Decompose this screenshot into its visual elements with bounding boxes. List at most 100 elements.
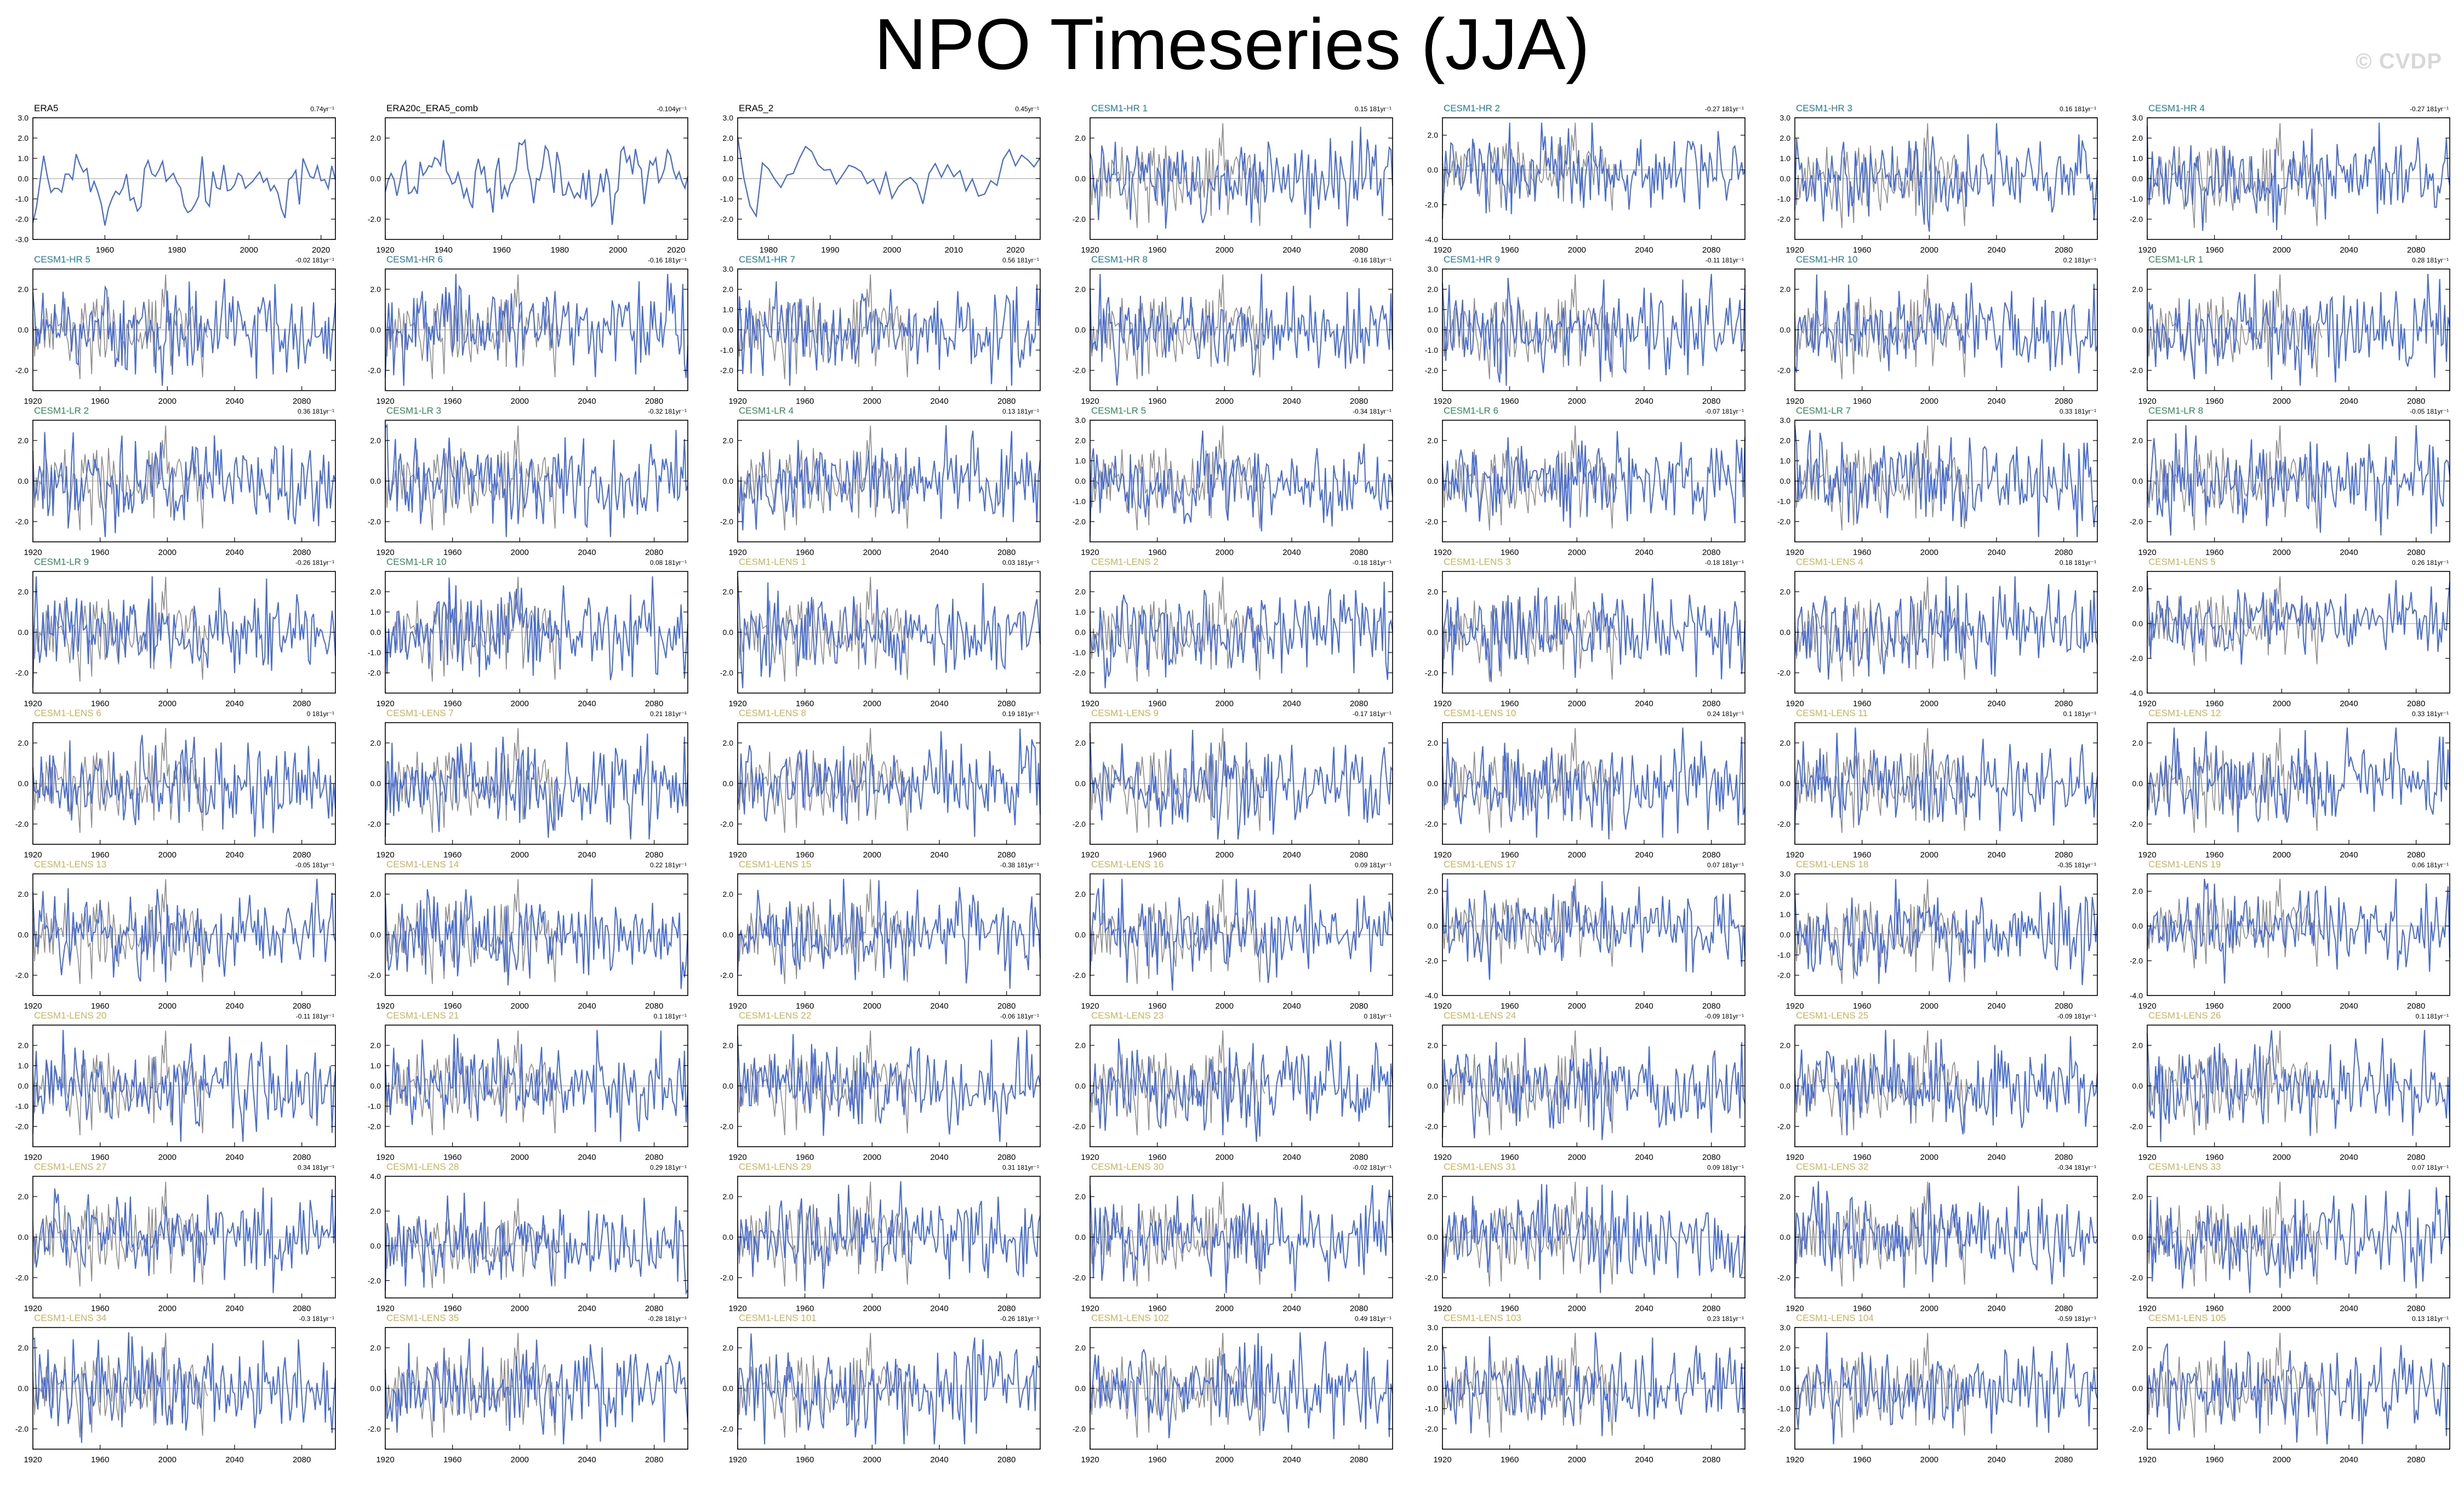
x-tick-label: 1920 [376,245,394,255]
x-tick-label: 2040 [2340,548,2358,557]
y-tick-label: -1.0 [720,346,733,354]
series-line [1090,581,1393,689]
panel-cesm1-lr-7: CESM1-LR 7 0.33 181yr⁻¹ 3.0 2.0 1.0 0.0 -1.0 -2… [1777,405,2098,557]
y-tick-label: -1.0 [1777,1404,1790,1413]
panel-label: CESM1-LENS 24 [1444,1010,1516,1021]
x-tick-label: 2040 [1987,397,2005,406]
y-tick-label: -2.0 [2130,215,2143,224]
x-tick-label: 1960 [1853,850,1871,860]
x-tick-label: 1920 [1786,245,1804,255]
y-tick-label: -2.0 [1425,668,1438,677]
observed-overlay-line [1794,728,1970,833]
x-tick-label: 2040 [1282,397,1301,406]
x-tick-label: 2080 [293,1153,311,1162]
x-tick-label: 1960 [796,1153,814,1162]
y-tick-label: -1.0 [1073,648,1086,657]
x-tick-label: 1960 [1148,397,1166,406]
panel-cesm1-lens-9: CESM1-LENS 9 -0.17 181yr⁻¹ 2.0 0.0 -2.0 1920 1… [1073,708,1393,860]
panel-cesm1-hr-6: CESM1-HR 6 -0.16 181yr⁻¹ 2.0 0.0 -2.0 1920 196… [368,254,688,406]
y-tick-label: -1.0 [1425,1404,1438,1413]
series-line [384,138,689,225]
x-tick-label: 2000 [863,397,881,406]
x-tick-label: 1920 [376,397,394,406]
y-tick-label: 2.0 [2132,1192,2143,1201]
y-tick-label: 0.0 [18,1082,29,1090]
y-tick-label: -2.0 [1425,1122,1438,1131]
y-tick-label: 0.0 [1428,628,1439,637]
y-tick-label: 0.0 [18,174,29,183]
y-tick-label: 2.0 [1428,887,1439,896]
x-tick-label: 2080 [997,850,1016,860]
x-tick-label: 2080 [2407,548,2425,557]
x-tick-label: 2000 [1920,1002,1938,1011]
y-tick-label: -2.0 [15,820,28,828]
x-tick-label: 2040 [1635,699,1653,708]
x-tick-label: 2000 [240,245,258,255]
y-tick-label: 1.0 [370,608,381,616]
series-line [1794,425,2098,537]
x-tick-label: 1920 [24,1002,42,1011]
x-tick-label: 2040 [225,850,243,860]
trend-label: -0.32 181yr⁻¹ [648,408,687,415]
y-tick-label: 0.0 [1780,174,1791,183]
y-tick-label: -2.0 [720,215,733,224]
series-line [1442,431,1746,528]
x-tick-label: 2040 [225,699,243,708]
x-tick-label: 1920 [1786,1304,1804,1313]
x-tick-label: 2000 [511,397,529,406]
y-tick-label: -2.0 [1425,1424,1438,1433]
observed-overlay-line [1794,274,1970,380]
series-line [737,281,1041,386]
y-tick-label: 1.0 [1780,1364,1791,1372]
x-tick-label: 2080 [1702,850,1720,860]
x-tick-label: 2000 [2273,699,2291,708]
panel-label: CESM1-LENS 103 [1444,1313,1521,1323]
x-tick-label: 1960 [1853,548,1871,557]
y-tick-label: 2.0 [1075,134,1086,142]
x-tick-label: 1960 [1148,548,1166,557]
x-tick-label: 2040 [225,1304,243,1313]
x-tick-label: 1960 [443,548,461,557]
x-tick-label: 2080 [2055,245,2073,255]
x-tick-label: 2000 [158,397,176,406]
y-tick-label: -4.0 [2130,991,2143,1000]
x-tick-label: 1960 [443,1002,461,1011]
panel-label: CESM1-LENS 101 [739,1313,817,1323]
x-tick-label: 2000 [511,1304,529,1313]
x-tick-label: 2080 [2407,1455,2425,1464]
y-tick-label: 0.0 [723,1384,734,1393]
observed-overlay-line [1090,1332,1265,1438]
panel-label: CESM1-LENS 30 [1091,1162,1163,1172]
y-tick-label: 0.0 [18,930,29,939]
trend-label: 0.07 181yr⁻¹ [1707,861,1744,869]
x-tick-label: 2080 [1350,548,1368,557]
y-tick-label: -2.0 [1073,366,1086,375]
x-tick-label: 1960 [1501,1455,1519,1464]
series-line [737,728,1041,837]
series-line [737,1029,1041,1142]
x-tick-label: 2080 [2407,1304,2425,1313]
x-tick-label: 1960 [1501,850,1519,860]
x-tick-label: 2080 [997,397,1016,406]
trend-label: 0 181yr⁻¹ [1364,1012,1391,1020]
x-tick-label: 1920 [1433,245,1451,255]
x-tick-label: 2000 [511,1153,529,1162]
x-tick-label: 1920 [24,699,42,708]
series-line [1442,122,1746,219]
series-line [2147,576,2450,665]
x-tick-label: 2000 [863,1153,881,1162]
y-tick-label: -1.0 [1073,497,1086,506]
x-tick-label: 2040 [930,548,948,557]
x-tick-label: 2000 [1216,245,1234,255]
x-tick-label: 2000 [1920,1153,1938,1162]
series-line [32,1029,336,1142]
x-tick-label: 1960 [91,1153,109,1162]
x-tick-label: 2000 [2273,850,2291,860]
y-tick-label: -4.0 [1425,235,1438,244]
x-tick-label: 2040 [225,1455,243,1464]
x-tick-label: 1920 [2138,548,2156,557]
series-line [32,279,336,386]
y-tick-label: -2.0 [1777,215,1790,224]
x-tick-label: 2000 [1568,1153,1586,1162]
y-tick-label: 2.0 [1780,1041,1791,1050]
